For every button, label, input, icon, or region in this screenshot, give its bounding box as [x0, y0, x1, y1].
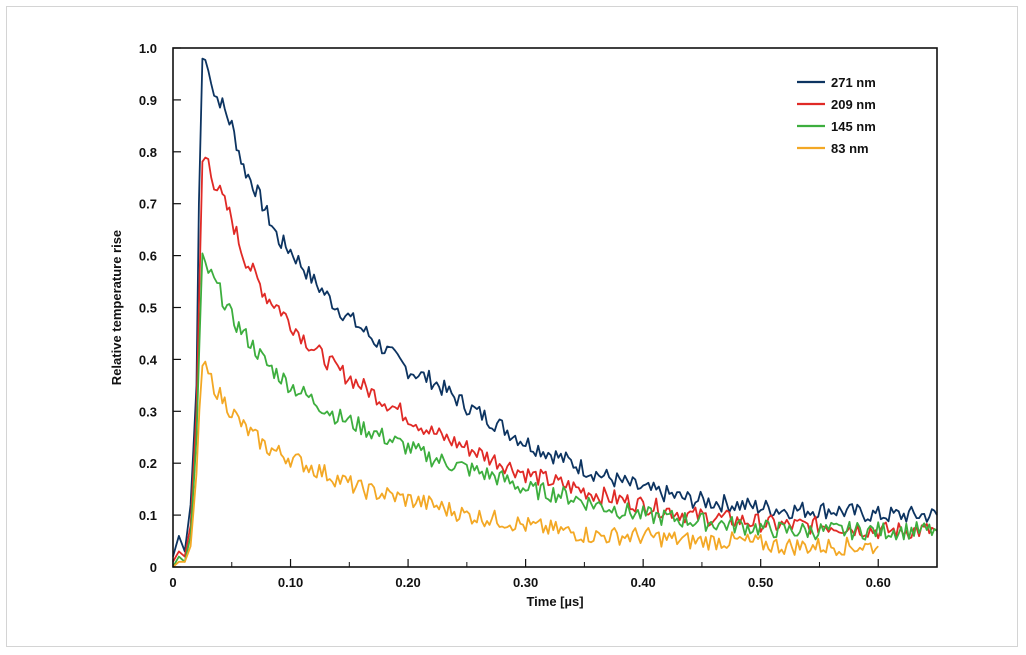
- y-tick-label: 0.7: [139, 197, 157, 212]
- series-line-271-nm: [172, 57, 938, 557]
- legend-label: 271 nm: [831, 75, 876, 90]
- series-layer: [172, 57, 938, 568]
- series-line-83-nm: [172, 360, 879, 568]
- x-tick-label: 0.50: [748, 575, 773, 590]
- y-tick-label: 0.4: [139, 352, 158, 367]
- legend-label: 209 nm: [831, 97, 876, 112]
- y-tick-label: 1.0: [139, 41, 157, 56]
- legend-label: 145 nm: [831, 119, 876, 134]
- x-tick-label: 0.20: [395, 575, 420, 590]
- y-tick-label: 0.3: [139, 404, 157, 419]
- x-tick-label: 0.40: [630, 575, 655, 590]
- y-tick-label: 0.8: [139, 145, 157, 160]
- legend: 271 nm 209 nm 145 nm 83 nm: [797, 75, 876, 156]
- x-axis-title: Time [µs]: [526, 594, 583, 609]
- axis-ticks: [172, 47, 938, 568]
- y-tick-label: 0: [150, 560, 157, 575]
- y-tick-label: 0.1: [139, 508, 157, 523]
- x-tick-label: 0.30: [513, 575, 538, 590]
- x-tick-label: 0.60: [866, 575, 891, 590]
- y-tick-label: 0.9: [139, 93, 157, 108]
- y-tick-label: 0.6: [139, 249, 157, 264]
- y-tick-label: 0.5: [139, 301, 157, 316]
- y-axis-title: Relative temperature rise: [109, 230, 124, 385]
- chart-frame: [6, 6, 1018, 647]
- y-tick-label: 0.2: [139, 456, 157, 471]
- series-line-145-nm: [172, 252, 938, 568]
- tick-labels: 0 0.10 0.20 0.30 0.40 0.50 0.60 0 0.1 0.2 0.3 0.4 0.…: [139, 41, 891, 590]
- x-tick-label: 0.10: [278, 575, 303, 590]
- x-tick-label: 0: [169, 575, 176, 590]
- legend-label: 83 nm: [831, 141, 869, 156]
